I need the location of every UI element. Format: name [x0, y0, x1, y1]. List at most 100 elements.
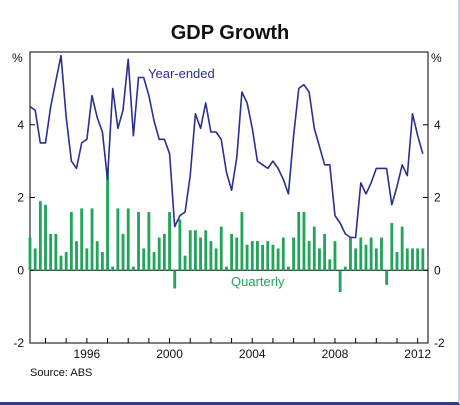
- quarterly-bar: [64, 252, 68, 271]
- quarterly-bar: [137, 212, 140, 271]
- quarterly-bar: [312, 226, 316, 271]
- quarterly-bar: [416, 248, 420, 271]
- quarterly-bar: [157, 237, 161, 271]
- quarterly-bar: [100, 252, 104, 271]
- year-ended-label: Year-ended: [148, 66, 215, 81]
- quarterly-bar: [359, 237, 363, 271]
- quarterly-bar: [364, 244, 368, 271]
- quarterly-bar: [328, 259, 332, 271]
- y-tick-label-left: 2: [17, 191, 24, 205]
- x-tick-label: 2004: [239, 347, 266, 361]
- quarterly-bar: [224, 266, 228, 271]
- axes-layer: [29, 51, 429, 344]
- y-unit-left: %: [12, 51, 23, 65]
- quarterly-bar: [49, 233, 53, 271]
- quarterly-bar: [152, 252, 156, 271]
- quarterly-bar: [199, 237, 202, 271]
- y-tick-label-right: -2: [434, 336, 445, 350]
- plot-border: [29, 51, 429, 344]
- quarterly-bar: [297, 212, 301, 271]
- x-tick-label: 2012: [404, 347, 431, 361]
- quarterly-bar: [75, 241, 78, 271]
- quarterly-bar: [121, 233, 125, 271]
- quarterly-bar: [183, 255, 187, 271]
- y-tick-label-left: 0: [17, 263, 24, 277]
- quarterly-bar: [168, 212, 171, 271]
- quarterly-bar: [349, 237, 352, 271]
- quarterly-label: Quarterly: [231, 274, 285, 289]
- quarterly-bar: [142, 248, 146, 271]
- y-tick-label-right: 4: [434, 118, 441, 132]
- quarterly-bar: [281, 237, 285, 271]
- quarterly-bar: [292, 237, 296, 271]
- quarterly-bar: [395, 252, 399, 271]
- quarterly-bar: [193, 230, 197, 271]
- quarterly-bar: [307, 241, 311, 271]
- quarterly-bar: [131, 266, 135, 271]
- quarterly-bar: [276, 248, 280, 271]
- quarterly-bar: [44, 204, 47, 271]
- quarterly-bar: [287, 266, 290, 271]
- quarterly-bar: [385, 270, 389, 285]
- y-tick-label-right: 0: [434, 263, 441, 277]
- quarterly-bar: [302, 212, 306, 271]
- quarterly-bar: [204, 230, 208, 271]
- quarterly-bar: [390, 222, 394, 271]
- quarterly-bar: [111, 266, 115, 271]
- y-tick-label-left: -2: [13, 336, 24, 350]
- quarterly-bar: [126, 208, 130, 271]
- quarterly-bar: [374, 248, 378, 271]
- quarterly-bar: [209, 241, 213, 271]
- quarterly-bar: [250, 241, 254, 271]
- quarterly-bar: [400, 226, 404, 271]
- quarterly-bar: [405, 248, 409, 271]
- source-note: Source: ABS: [30, 367, 93, 379]
- quarterly-bar: [38, 201, 42, 271]
- quarterly-bar: [261, 244, 265, 271]
- quarterly-bar: [85, 248, 89, 271]
- labels-layer: -2 -2 0 0 2 2 4 4% % 1996 2000 2004 2008 2012 Year-end…: [12, 51, 445, 361]
- quarterly-bar: [188, 230, 192, 271]
- quarterly-bar: [369, 237, 373, 271]
- year-ended-line: [29, 54, 424, 239]
- year-ended-line-layer: [29, 54, 424, 239]
- quarterly-bar: [178, 219, 182, 271]
- quarterly-bar: [59, 255, 63, 271]
- quarterly-bar: [69, 212, 73, 271]
- x-tick-label: 2000: [156, 347, 183, 361]
- x-tick-label: 2008: [322, 347, 349, 361]
- quarterly-bar: [235, 237, 239, 271]
- quarterly-bar: [266, 241, 270, 271]
- quarterly-bar: [354, 248, 358, 271]
- quarterly-bar: [230, 233, 234, 271]
- quarterly-bar: [271, 244, 275, 271]
- quarterly-bar: [33, 248, 37, 271]
- quarterly-bar: [219, 226, 223, 271]
- quarterly-bar: [245, 244, 249, 271]
- quarterly-bar: [333, 241, 337, 271]
- quarterly-bar: [421, 248, 425, 271]
- quarterly-bar: [162, 233, 166, 271]
- quarterly-bar: [95, 241, 99, 271]
- quarterly-bar: [80, 208, 84, 271]
- quarterly-bar: [240, 212, 244, 271]
- quarterly-bar: [90, 208, 94, 271]
- chart-title: GDP Growth: [170, 22, 290, 44]
- quarterly-bar: [116, 208, 120, 271]
- y-unit-right: %: [431, 51, 442, 65]
- quarterly-bar: [54, 233, 58, 271]
- y-tick-label-left: 4: [17, 118, 24, 132]
- y-tick-label-right: 2: [434, 191, 441, 205]
- quarterly-bar: [256, 241, 259, 271]
- quarterly-bar: [147, 212, 151, 271]
- quarterly-bar: [28, 237, 32, 271]
- quarterly-bar: [338, 270, 342, 293]
- x-tick-label: 1996: [74, 347, 101, 361]
- quarterly-bar: [380, 237, 383, 271]
- quarterly-bar: [411, 248, 414, 271]
- quarterly-bar: [318, 248, 321, 271]
- quarterly-bars: [28, 168, 425, 293]
- quarterly-bar: [106, 168, 109, 271]
